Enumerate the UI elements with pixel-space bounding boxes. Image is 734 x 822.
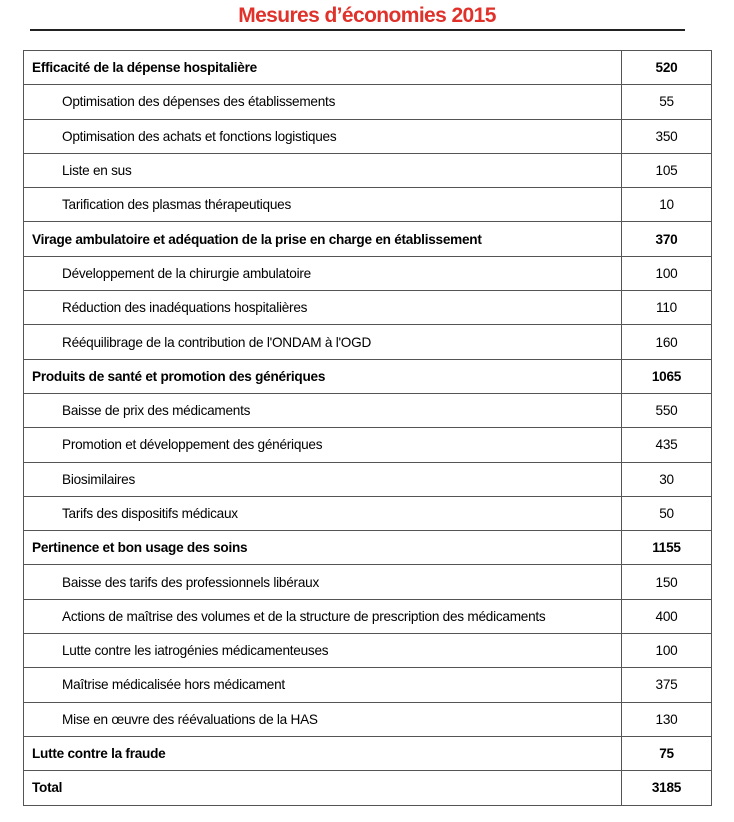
row-label: Produits de santé et promotion des génér… bbox=[23, 358, 622, 394]
row-value: 105 bbox=[621, 152, 712, 189]
table-row: Baisse des tarifs des professionnels lib… bbox=[23, 564, 712, 600]
table-row: Tarifs des dispositifs médicaux 50 bbox=[23, 495, 712, 532]
row-value: 350 bbox=[621, 118, 712, 154]
category-row: Pertinence et bon usage des soins 1155 bbox=[23, 530, 712, 566]
table-row: Développement de la chirurgie ambulatoir… bbox=[23, 255, 712, 292]
category-row: Efficacité de la dépense hospitalière 520 bbox=[23, 49, 712, 86]
table-row: Baisse de prix des médicaments 550 bbox=[23, 392, 712, 429]
row-label: Mise en œuvre des réévaluations de la HA… bbox=[23, 701, 622, 737]
row-value: 100 bbox=[621, 633, 712, 669]
category-row: Virage ambulatoire et adéquation de la p… bbox=[23, 221, 712, 257]
row-value: 160 bbox=[621, 324, 712, 360]
row-label: Développement de la chirurgie ambulatoir… bbox=[23, 255, 622, 292]
row-label: Tarification des plasmas thérapeutiques bbox=[23, 187, 622, 223]
row-label: Optimisation des dépenses des établissem… bbox=[23, 84, 622, 120]
category-row: Lutte contre la fraude 75 bbox=[23, 735, 712, 772]
row-value: 1155 bbox=[621, 530, 712, 566]
row-label: Baisse des tarifs des professionnels lib… bbox=[23, 564, 622, 600]
table-row: Optimisation des achats et fonctions log… bbox=[23, 118, 712, 154]
table-row: Réduction des inadéquations hospitalière… bbox=[23, 290, 712, 326]
row-value: 520 bbox=[621, 49, 712, 86]
page-title: Mesures d’économies 2015 bbox=[238, 4, 496, 27]
row-label: Total bbox=[23, 770, 622, 806]
table-row: Maîtrise médicalisée hors médicament 375 bbox=[23, 667, 712, 703]
row-value: 375 bbox=[621, 667, 712, 703]
row-label: Réduction des inadéquations hospitalière… bbox=[23, 290, 622, 326]
row-value: 370 bbox=[621, 221, 712, 257]
row-value: 435 bbox=[621, 427, 712, 463]
table-row: Liste en sus 105 bbox=[23, 152, 712, 189]
row-label: Actions de maîtrise des volumes et de la… bbox=[23, 598, 622, 635]
row-label: Pertinence et bon usage des soins bbox=[23, 530, 622, 566]
title-underline bbox=[30, 29, 685, 31]
table-row: Optimisation des dépenses des établissem… bbox=[23, 84, 712, 120]
row-label: Liste en sus bbox=[23, 152, 622, 189]
row-value: 100 bbox=[621, 255, 712, 292]
row-label: Biosimilaires bbox=[23, 461, 622, 497]
row-value: 150 bbox=[621, 564, 712, 600]
row-label: Promotion et développement des générique… bbox=[23, 427, 622, 463]
category-row: Produits de santé et promotion des génér… bbox=[23, 358, 712, 394]
table-row: Actions de maîtrise des volumes et de la… bbox=[23, 598, 712, 635]
row-value: 55 bbox=[621, 84, 712, 120]
row-value: 75 bbox=[621, 735, 712, 772]
row-label: Maîtrise médicalisée hors médicament bbox=[23, 667, 622, 703]
row-label: Rééquilibrage de la contribution de l'ON… bbox=[23, 324, 622, 360]
row-label: Lutte contre les iatrogénies médicamente… bbox=[23, 633, 622, 669]
table-row: Mise en œuvre des réévaluations de la HA… bbox=[23, 701, 712, 737]
category-row: Total 3185 bbox=[23, 770, 712, 806]
row-value: 1065 bbox=[621, 358, 712, 394]
row-label: Lutte contre la fraude bbox=[23, 735, 622, 772]
row-label: Efficacité de la dépense hospitalière bbox=[23, 49, 622, 86]
row-label: Virage ambulatoire et adéquation de la p… bbox=[23, 221, 622, 257]
table-row: Tarification des plasmas thérapeutiques 1… bbox=[23, 187, 712, 223]
table-row: Biosimilaires 30 bbox=[23, 461, 712, 497]
row-label: Tarifs des dispositifs médicaux bbox=[23, 495, 622, 532]
savings-table: Efficacité de la dépense hospitalière 520… bbox=[23, 49, 712, 806]
row-label: Optimisation des achats et fonctions log… bbox=[23, 118, 622, 154]
table-row: Rééquilibrage de la contribution de l'ON… bbox=[23, 324, 712, 360]
row-value: 110 bbox=[621, 290, 712, 326]
row-value: 10 bbox=[621, 187, 712, 223]
row-label: Baisse de prix des médicaments bbox=[23, 392, 622, 429]
row-value: 50 bbox=[621, 495, 712, 532]
table-row: Promotion et développement des générique… bbox=[23, 427, 712, 463]
row-value: 550 bbox=[621, 392, 712, 429]
table-row: Lutte contre les iatrogénies médicamente… bbox=[23, 633, 712, 669]
row-value: 30 bbox=[621, 461, 712, 497]
row-value: 400 bbox=[621, 598, 712, 635]
row-value: 3185 bbox=[621, 770, 712, 806]
row-value: 130 bbox=[621, 701, 712, 737]
